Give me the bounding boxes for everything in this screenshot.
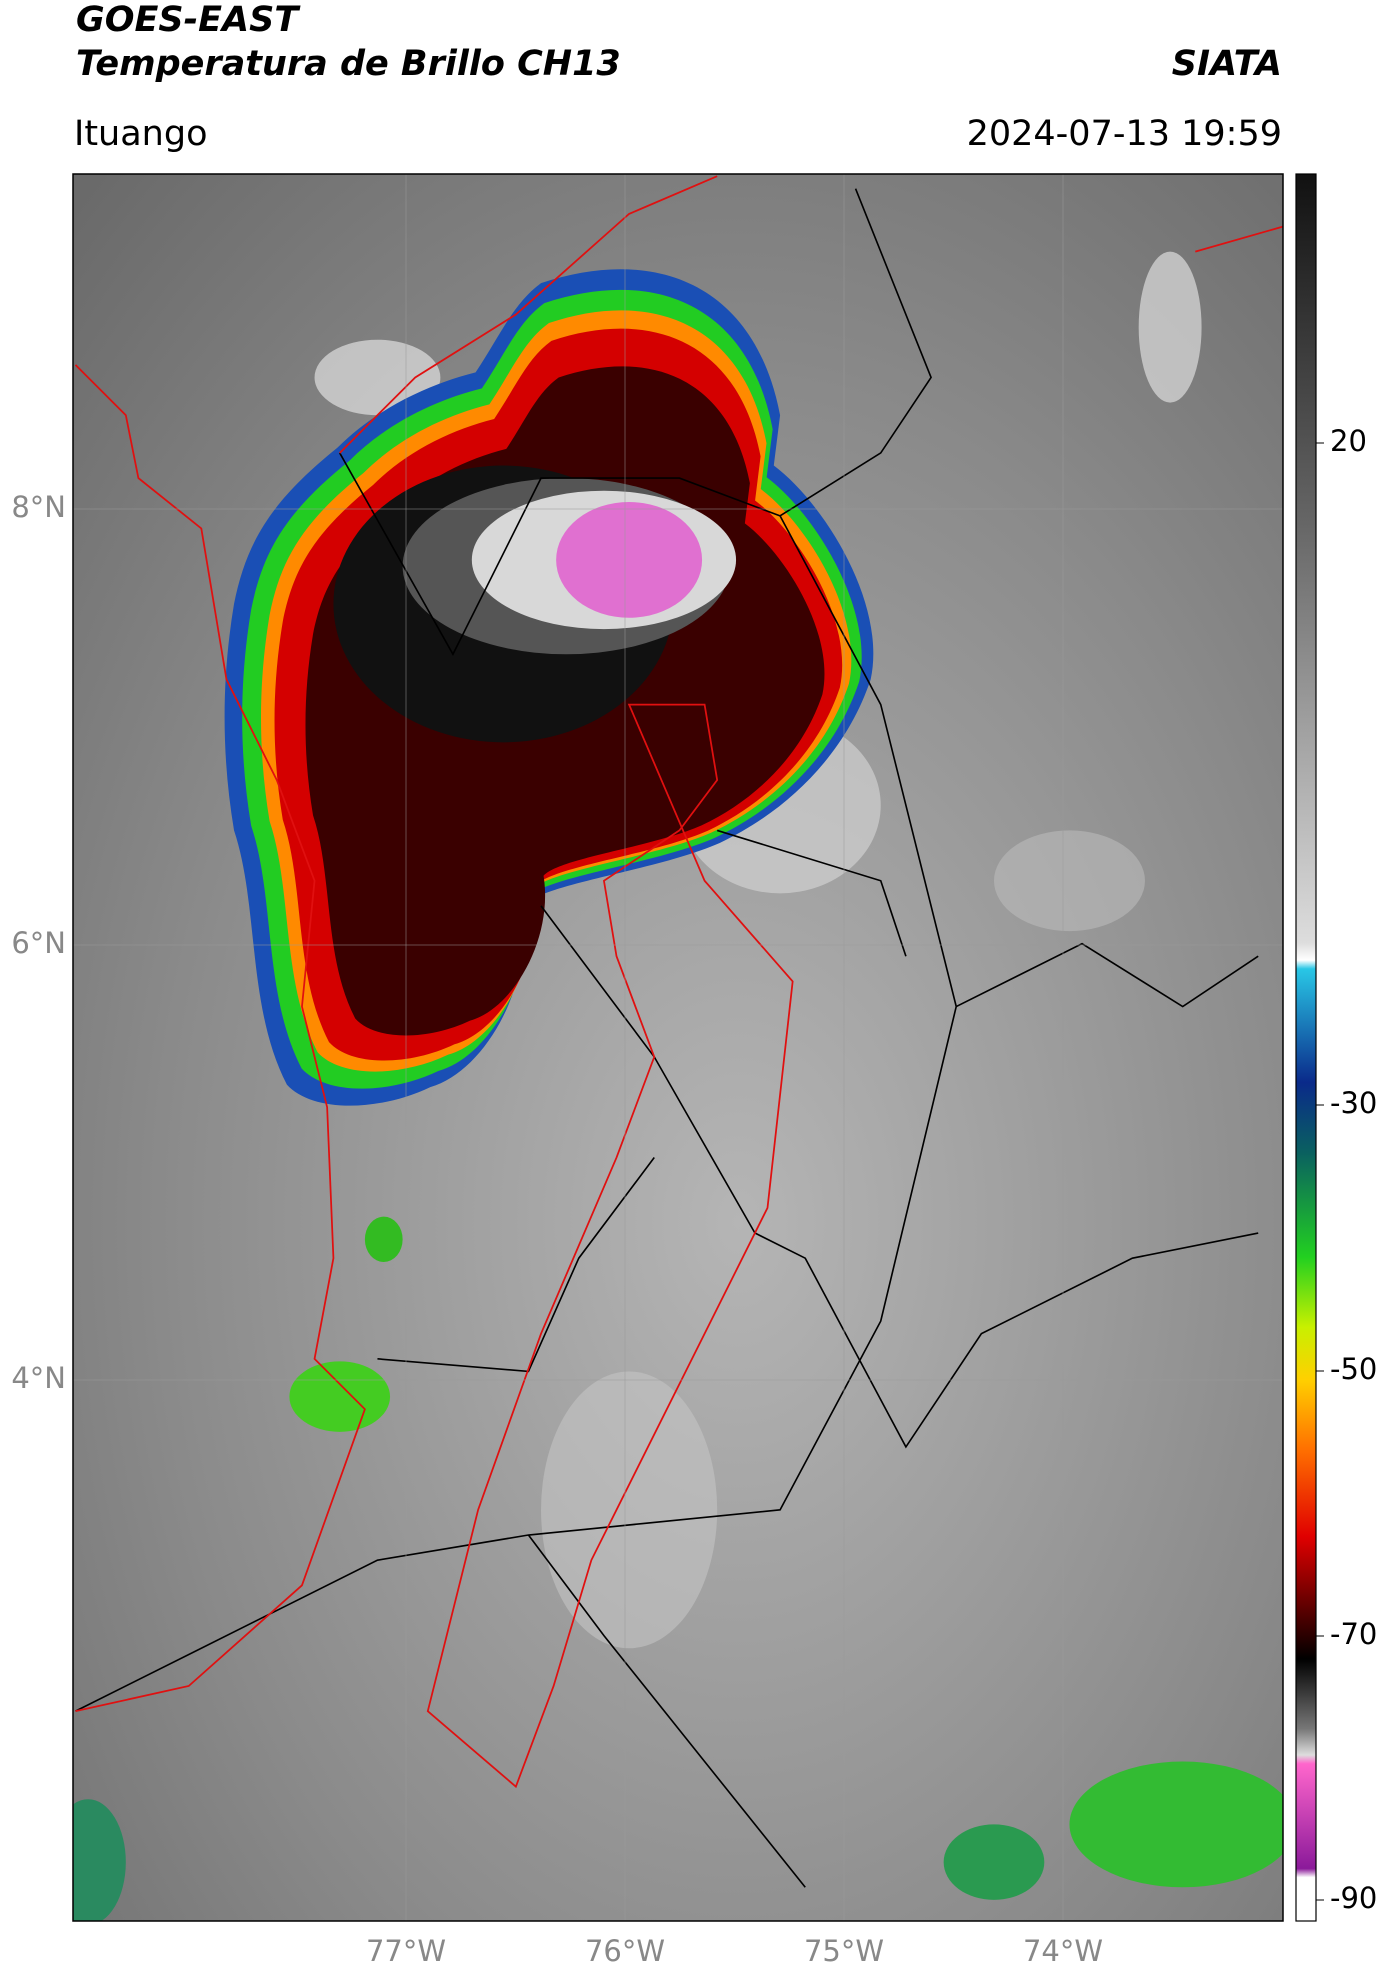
subtitle: Temperatura de Brillo CH13 [76,44,621,84]
brand: SIATA [1171,44,1282,84]
timestamp: 2024-07-13 19:59 [966,114,1282,154]
colorbar-tick: -90 [1330,1881,1377,1915]
colorbar-tick: -70 [1330,1617,1377,1651]
lat-label: 8°N [11,490,66,524]
lon-label: 76°W [585,1934,665,1968]
colorbar-tick: -30 [1330,1086,1377,1120]
map [73,174,1283,1921]
location: Ituango [74,114,208,154]
title: GOES-EAST [76,0,299,40]
lon-label: 77°W [366,1934,446,1968]
lat-label: 4°N [11,1361,66,1395]
colorbar-tick: -50 [1330,1352,1377,1386]
lat-label: 6°N [11,926,66,960]
lon-label: 74°W [1023,1934,1103,1968]
lon-label: 75°W [804,1934,884,1968]
colorbar-tick: 20 [1330,424,1367,458]
colorbar [1295,173,1317,1922]
